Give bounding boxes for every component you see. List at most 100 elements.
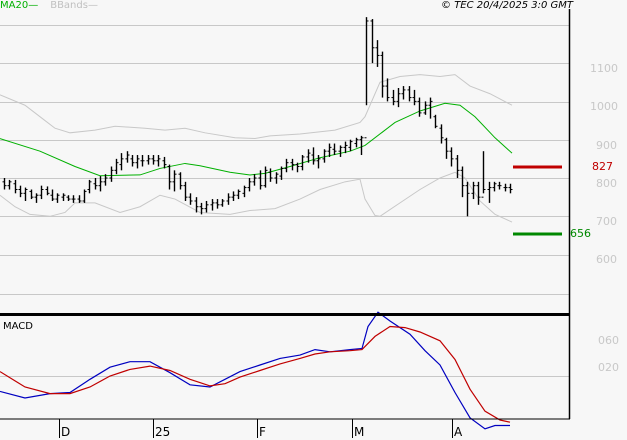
ohlc-bar bbox=[236, 189, 241, 200]
ohlc-bar bbox=[247, 178, 252, 192]
resistance-level-label: 827 bbox=[592, 160, 613, 173]
ohlc-bar bbox=[407, 86, 412, 102]
ohlc-bar bbox=[503, 183, 508, 192]
ohlc-bar bbox=[476, 181, 481, 205]
ohlc-bar bbox=[34, 193, 39, 203]
bb-upper-band bbox=[0, 74, 513, 140]
ohlc-bar bbox=[7, 179, 12, 190]
ohlc-bar bbox=[460, 166, 465, 198]
ohlc-bar bbox=[125, 151, 130, 163]
ohlc-bar bbox=[183, 181, 188, 201]
ohlc-bar bbox=[98, 176, 103, 192]
macd-axis-label: 060 bbox=[598, 334, 619, 347]
ohlc-bar bbox=[23, 187, 28, 201]
price-axis-label: 700 bbox=[596, 215, 617, 228]
ohlc-bar bbox=[290, 158, 295, 171]
ohlc-bar bbox=[364, 17, 369, 139]
ohlc-bar bbox=[327, 143, 332, 157]
ohlc-bar bbox=[55, 193, 60, 203]
ohlc-bar bbox=[151, 155, 156, 165]
ohlc-bar bbox=[93, 178, 98, 190]
ohlc-bar bbox=[311, 147, 316, 165]
ohlc-bar bbox=[162, 156, 167, 169]
ohlc-bar bbox=[231, 191, 236, 201]
copyright-timestamp: © TEC 20/4/2025 3:0 GMT bbox=[441, 0, 573, 11]
ohlc-bar bbox=[284, 158, 289, 173]
ohlc-bar bbox=[481, 151, 486, 198]
ohlc-bar bbox=[487, 181, 492, 203]
date-axis-label: D bbox=[61, 425, 71, 439]
ohlc-bar bbox=[401, 86, 406, 100]
ohlc-bar bbox=[199, 202, 204, 215]
chart-legend: MA20— BBands— bbox=[0, 0, 98, 12]
support-resistance-lines bbox=[513, 165, 562, 236]
ohlc-bar bbox=[210, 199, 215, 211]
date-axis-label: 25 bbox=[155, 425, 171, 439]
ma20-curve bbox=[0, 102, 513, 177]
ohlc-bar bbox=[82, 189, 87, 203]
ohlc-bar bbox=[300, 155, 305, 171]
ohlc-bar bbox=[252, 174, 257, 186]
ohlc-bar bbox=[18, 185, 23, 198]
ohlc-bar bbox=[423, 101, 428, 115]
macd-axis-label: 020 bbox=[598, 361, 619, 374]
macd-line bbox=[0, 311, 510, 430]
ohlc-bar bbox=[380, 51, 385, 98]
price-axis-label: 1000 bbox=[590, 100, 618, 113]
bollinger-bands bbox=[0, 74, 513, 223]
ohlc-bar bbox=[194, 197, 199, 213]
ohlc-bar bbox=[385, 78, 390, 102]
ohlc-bar bbox=[354, 137, 359, 148]
ohlc-bar bbox=[417, 97, 422, 117]
signal-line bbox=[0, 325, 511, 423]
ohlc-bar bbox=[465, 181, 470, 217]
ohlc-bar bbox=[119, 153, 124, 171]
support-level-label: 656 bbox=[570, 227, 591, 240]
ohlc-bar bbox=[39, 185, 44, 200]
ohlc-bar bbox=[359, 135, 364, 156]
price-axis-label: 1100 bbox=[590, 62, 618, 75]
ohlc-bar bbox=[439, 124, 444, 144]
ohlc-bar bbox=[316, 155, 321, 169]
ohlc-bar bbox=[332, 143, 337, 156]
ohlc-bar bbox=[2, 178, 7, 190]
ohlc-bar bbox=[146, 155, 151, 165]
ohlc-bar bbox=[279, 166, 284, 180]
ohlc-bar bbox=[508, 183, 513, 194]
ohlc-bar bbox=[172, 170, 177, 192]
ohlc-bar bbox=[204, 200, 209, 213]
ohlc-bars bbox=[2, 17, 513, 217]
ohlc-bar bbox=[242, 185, 247, 198]
ohlc-bar bbox=[156, 155, 161, 167]
ohlc-bar bbox=[343, 141, 348, 154]
macd-lines bbox=[0, 311, 511, 430]
price-axis-label: 600 bbox=[596, 253, 617, 266]
ohlc-bar bbox=[306, 149, 311, 163]
ohlc-bar bbox=[295, 162, 300, 173]
ohlc-bar bbox=[492, 181, 497, 192]
ohlc-bar bbox=[135, 155, 140, 169]
ohlc-bar bbox=[258, 170, 263, 190]
date-axis-label: M bbox=[354, 425, 365, 439]
ohlc-bar bbox=[274, 172, 279, 184]
ohlc-bar bbox=[428, 97, 433, 119]
ohlc-bar bbox=[444, 137, 449, 159]
ohlc-bar bbox=[370, 19, 375, 64]
ohlc-bar bbox=[226, 193, 231, 205]
ohlc-bar bbox=[66, 195, 71, 201]
ohlc-bar bbox=[322, 149, 327, 163]
ohlc-bar bbox=[455, 155, 460, 178]
ohlc-bar bbox=[396, 87, 401, 108]
ohlc-bar bbox=[114, 158, 119, 175]
bb-lower-band bbox=[0, 171, 513, 223]
ohlc-bar bbox=[178, 172, 183, 190]
ohlc-bar bbox=[167, 164, 172, 190]
ohlc-bar bbox=[375, 40, 380, 67]
price-gridlines bbox=[0, 25, 569, 377]
ohlc-bar bbox=[103, 174, 108, 186]
date-axis-label: F bbox=[259, 425, 266, 439]
ohlc-bar bbox=[109, 166, 114, 182]
ohlc-bar bbox=[77, 195, 82, 203]
ohlc-bar bbox=[71, 195, 76, 203]
ohlc-bar bbox=[497, 181, 502, 190]
